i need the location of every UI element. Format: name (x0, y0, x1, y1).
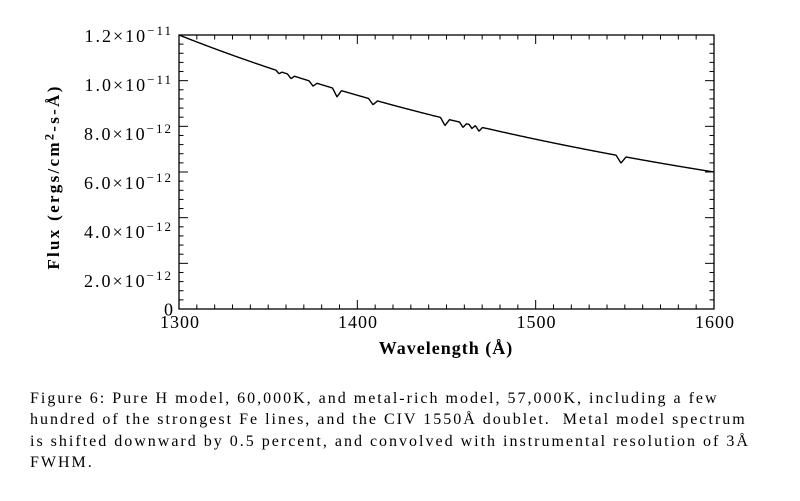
svg-text:Flux (ergs/cm2-s-Å): Flux (ergs/cm2-s-Å) (43, 84, 64, 269)
svg-text:1400: 1400 (338, 312, 378, 332)
svg-text:2.0×10−12: 2.0×10−12 (84, 268, 173, 291)
svg-text:8.0×10−12: 8.0×10−12 (84, 121, 173, 144)
svg-text:4.0×10−12: 4.0×10−12 (84, 219, 173, 242)
svg-text:Wavelength (Å): Wavelength (Å) (379, 338, 514, 359)
svg-text:1300: 1300 (160, 312, 200, 332)
svg-text:6.0×10−12: 6.0×10−12 (84, 170, 173, 193)
svg-text:1.0×10−11: 1.0×10−11 (84, 72, 173, 95)
svg-text:1600: 1600 (695, 312, 735, 332)
svg-text:1.2×10−11: 1.2×10−11 (84, 23, 173, 46)
svg-text:1500: 1500 (517, 312, 557, 332)
